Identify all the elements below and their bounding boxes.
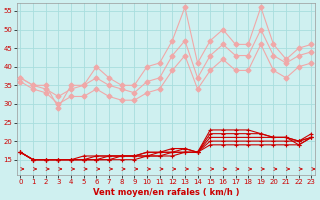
X-axis label: Vent moyen/en rafales ( km/h ): Vent moyen/en rafales ( km/h ) — [93, 188, 239, 197]
